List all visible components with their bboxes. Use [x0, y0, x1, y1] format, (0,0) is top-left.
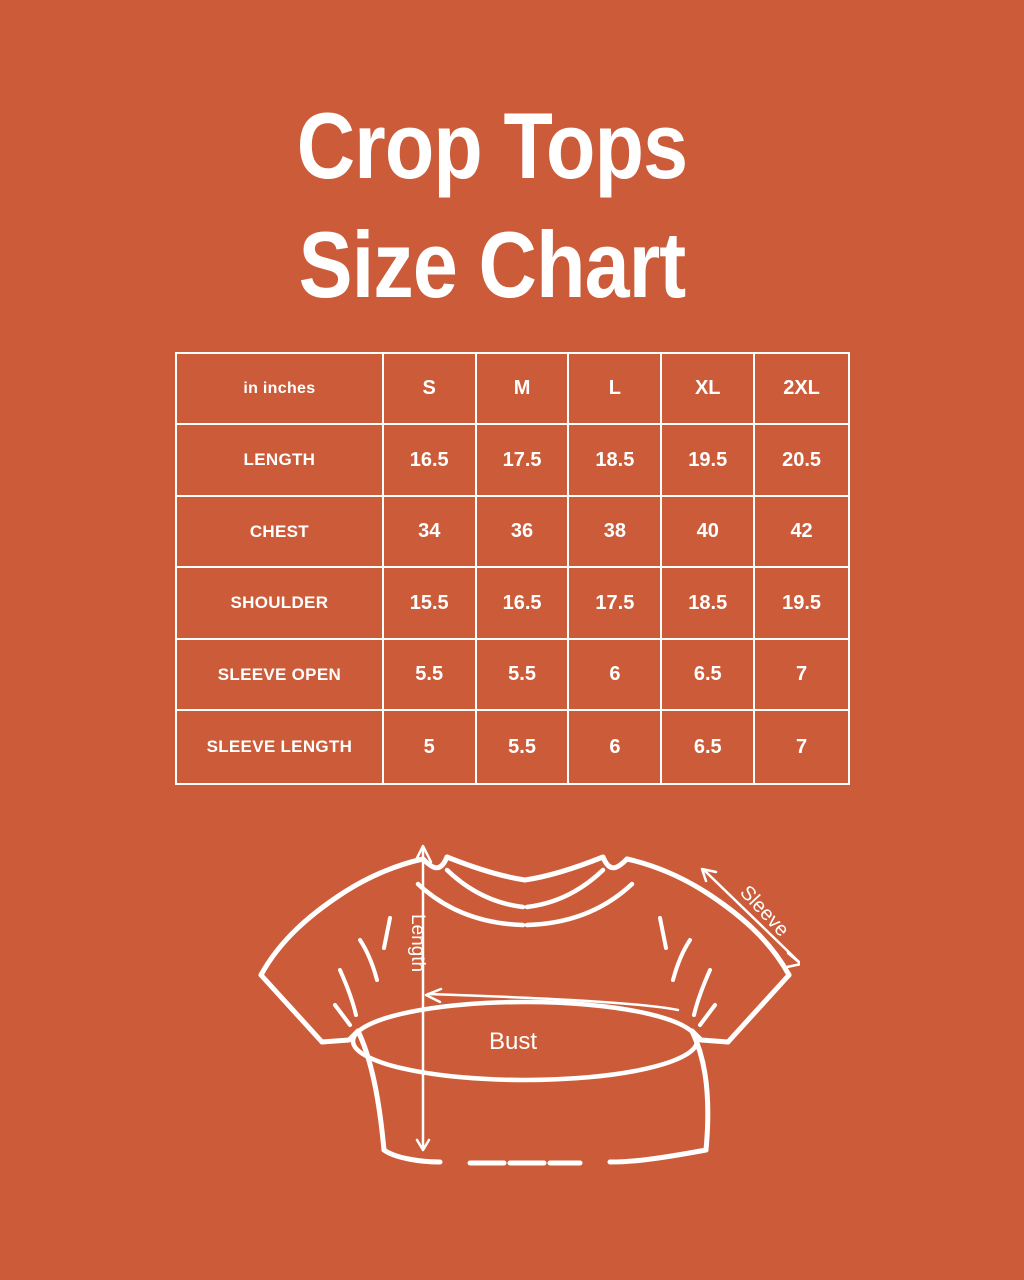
svg-text:Length: Length [407, 914, 428, 972]
svg-text:Sleeve: Sleeve [735, 881, 793, 941]
svg-text:Bust: Bust [489, 1028, 537, 1055]
